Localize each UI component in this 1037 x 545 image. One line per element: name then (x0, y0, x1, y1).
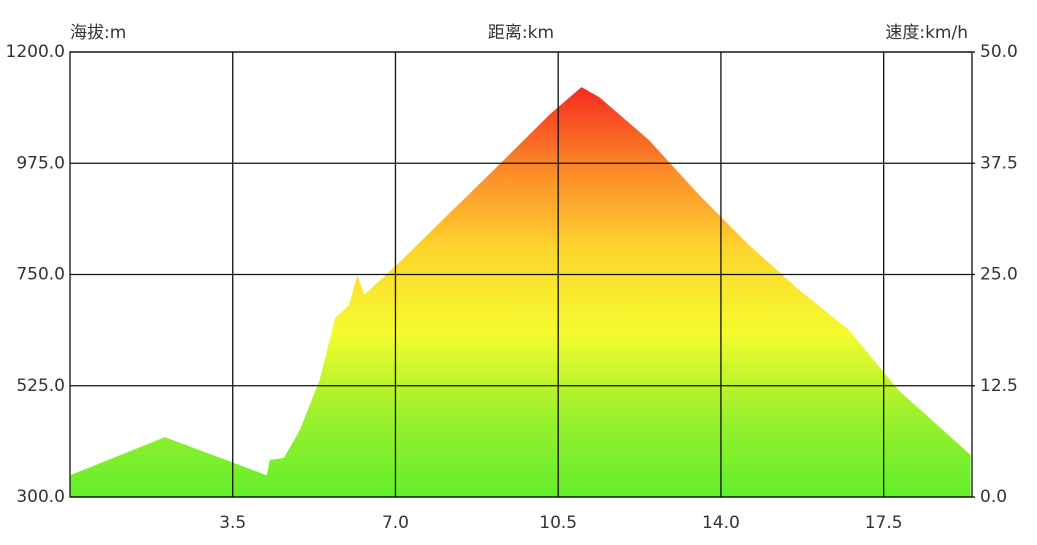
plot-frame (69, 51, 973, 498)
elevation-area (70, 87, 971, 497)
x-tick-label: 10.5 (539, 513, 577, 533)
y-tick-label: 300.0 (16, 487, 65, 507)
y2-tick-label: 0.0 (980, 487, 1007, 507)
x-axis-label: 距离:km (488, 23, 554, 43)
y-tick-label: 975.0 (16, 153, 65, 173)
y-axis-label: 海拔:m (70, 23, 126, 43)
y2-axis-label: 速度:km/h (885, 23, 968, 43)
x-tick-label: 17.5 (865, 513, 903, 533)
y-tick-label: 750.0 (16, 265, 65, 285)
x-tick-label: 14.0 (702, 513, 740, 533)
y2-tick-label: 50.0 (980, 42, 1018, 62)
x-tick-label: 7.0 (382, 513, 409, 533)
y-tick-label: 525.0 (16, 376, 65, 396)
x-tick-label: 3.5 (219, 513, 246, 533)
y2-tick-label: 12.5 (980, 376, 1018, 396)
y2-tick-label: 25.0 (980, 265, 1018, 285)
y2-tick-label: 37.5 (980, 153, 1018, 173)
y-tick-label: 1200.0 (6, 42, 65, 62)
